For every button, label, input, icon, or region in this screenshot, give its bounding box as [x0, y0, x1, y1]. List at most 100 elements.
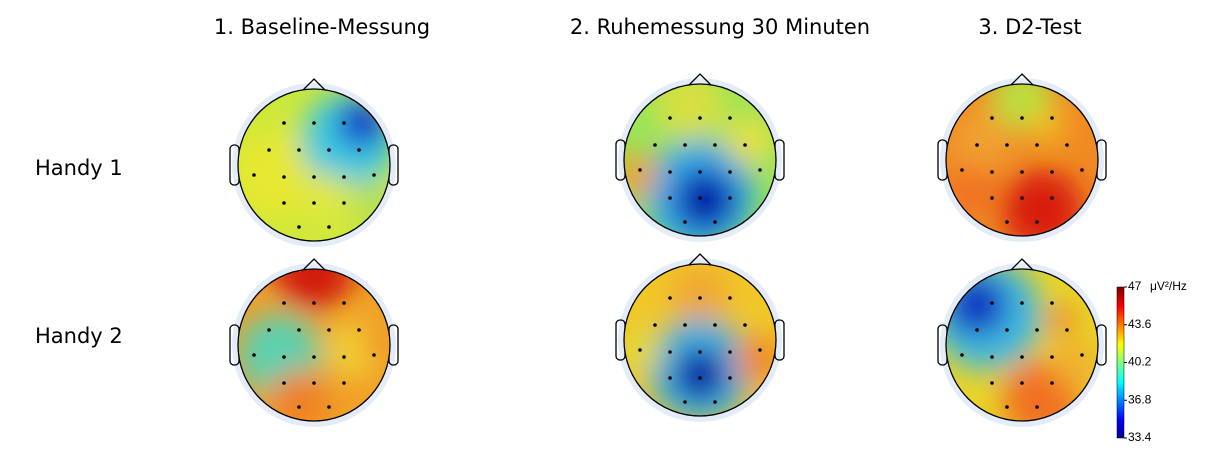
colorbar [1116, 286, 1125, 439]
electrode [297, 148, 301, 152]
topomap-blob [675, 170, 735, 230]
colorbar-tick-label: 43.6 [1128, 317, 1152, 331]
column-header: 1. Baseline-Messung [214, 15, 430, 39]
colorbar-tick-label: 33.4 [1128, 430, 1152, 444]
head-outline [237, 88, 391, 242]
electrode [282, 121, 286, 125]
electrode [282, 175, 286, 179]
electrode [698, 296, 702, 300]
electrode [668, 296, 672, 300]
topomap-blobs [947, 84, 1082, 236]
electrode [728, 296, 732, 300]
electrode [758, 168, 762, 172]
electrode [267, 328, 271, 332]
electrode [638, 348, 642, 352]
electrode [728, 350, 732, 354]
electrode [357, 328, 361, 332]
electrode [975, 328, 979, 332]
electrode [668, 196, 672, 200]
electrode [297, 225, 301, 229]
topomap-blob [326, 322, 382, 378]
electrode [1080, 353, 1084, 357]
nose [687, 73, 713, 87]
electrode [1050, 170, 1054, 174]
colorbar-tick-label: 47 [1128, 279, 1142, 293]
topomap-fill [238, 269, 390, 421]
electrode [1035, 143, 1039, 147]
electrode [342, 355, 346, 359]
topomap [937, 73, 1107, 242]
electrode [698, 116, 702, 120]
electrode [1020, 116, 1024, 120]
electrode [713, 323, 717, 327]
electrode [342, 381, 346, 385]
topomap-blob [274, 269, 354, 310]
topomap-blob [674, 349, 726, 401]
topomap [615, 253, 785, 422]
electrode [698, 376, 702, 380]
electrode [728, 116, 732, 120]
electrode [758, 348, 762, 352]
electrode [1005, 405, 1009, 409]
topomap-fill [624, 264, 776, 416]
electrode [713, 220, 717, 224]
electrode [698, 350, 702, 354]
electrode [342, 121, 346, 125]
nose [1009, 73, 1035, 87]
electrode [683, 323, 687, 327]
colorbar-unit: μV²/Hz [1150, 279, 1187, 293]
electrode [1050, 355, 1054, 359]
electrode [252, 173, 256, 177]
electrode [282, 381, 286, 385]
electrode [683, 400, 687, 404]
column-header: 3. D2-Test [978, 15, 1081, 39]
topomap-blob [947, 165, 997, 215]
electrode [1065, 143, 1069, 147]
topomap [229, 78, 399, 247]
electrode [743, 323, 747, 327]
electrode [1050, 196, 1054, 200]
electrode [282, 301, 286, 305]
electrode [960, 168, 964, 172]
topomap [615, 73, 785, 242]
electrode [1005, 143, 1009, 147]
head-outline [237, 268, 391, 422]
electrode [743, 143, 747, 147]
electrode [990, 301, 994, 305]
electrode [327, 328, 331, 332]
electrode [990, 196, 994, 200]
topomap-blob [725, 115, 775, 165]
topomap-blob [303, 174, 355, 226]
electrode [1065, 328, 1069, 332]
electrode [1005, 328, 1009, 332]
topomap-blobs [624, 265, 776, 416]
electrode [342, 301, 346, 305]
head-outline [623, 263, 777, 417]
column-header: 2. Ruhemessung 30 Minuten [570, 15, 870, 39]
electrode [312, 301, 316, 305]
electrode [312, 381, 316, 385]
electrode [1035, 220, 1039, 224]
electrode [312, 355, 316, 359]
head-outline [945, 83, 1099, 237]
nose [1009, 258, 1035, 272]
electrode [713, 143, 717, 147]
electrode [990, 355, 994, 359]
electrode [1035, 405, 1039, 409]
topomap-blob [670, 265, 730, 325]
electrode [728, 196, 732, 200]
electrode [342, 175, 346, 179]
electrode [975, 143, 979, 147]
electrode [1080, 168, 1084, 172]
electrode [728, 376, 732, 380]
electrode [312, 201, 316, 205]
electrode [1005, 220, 1009, 224]
electrode [990, 381, 994, 385]
electrode [252, 353, 256, 357]
electrode [327, 225, 331, 229]
electrode [698, 196, 702, 200]
topomap-fill [624, 84, 776, 236]
electrode [282, 201, 286, 205]
electrode [960, 353, 964, 357]
